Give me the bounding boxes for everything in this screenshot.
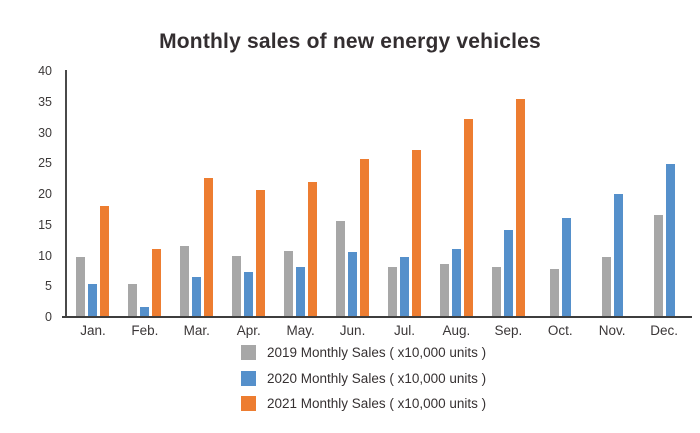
legend-item-2019: 2019 Monthly Sales ( x10,000 units ) xyxy=(241,345,486,361)
y-tick-label: 40 xyxy=(38,63,52,78)
bar-2020-jul xyxy=(399,256,409,317)
bar-2019-feb xyxy=(128,284,138,317)
bar-group-feb xyxy=(119,71,171,317)
x-tick-label: Jan. xyxy=(80,323,106,338)
bar-2021-mar xyxy=(204,178,214,317)
x-tick-label: Jul. xyxy=(393,323,415,338)
y-tick-label: 25 xyxy=(38,156,52,170)
bar-2020-jan xyxy=(88,284,98,317)
bar-2021-feb xyxy=(152,249,162,317)
x-tick-label: Jun. xyxy=(339,323,366,338)
legend-swatch-2020 xyxy=(241,370,256,386)
bar-2020-may xyxy=(296,266,306,317)
y-axis-labels: 0 5 10 15 20 25 30 35 40 xyxy=(0,65,58,323)
bar-2019-oct xyxy=(549,269,559,317)
y-tick-label: 35 xyxy=(38,94,52,109)
bar-2020-mar xyxy=(192,277,202,317)
x-axis-labels: Jan. Feb. Mar. Apr. May. Jun. Jul. Aug. Sep. Oct.… xyxy=(67,323,690,338)
bar-2020-nov xyxy=(613,194,623,317)
bar-2021-sep xyxy=(515,99,525,317)
y-axis-line xyxy=(65,70,67,318)
bar-group-sep xyxy=(482,71,534,317)
y-tick-label: 30 xyxy=(38,125,52,140)
bar-2021-may xyxy=(308,182,318,317)
legend-item-2021: 2021 Monthly Sales ( x10,000 units ) xyxy=(241,396,486,412)
bar-group-aug xyxy=(430,71,482,317)
bar-2021-jan xyxy=(100,206,110,317)
bar-2019-sep xyxy=(491,266,501,317)
bar-group-jan xyxy=(67,71,119,317)
bar-2020-jun xyxy=(348,252,358,317)
plot-area xyxy=(67,71,690,317)
bar-2019-apr xyxy=(232,255,242,317)
bar-2020-dec xyxy=(665,163,675,317)
x-tick-label: Dec. xyxy=(650,323,678,338)
bar-2019-mar xyxy=(180,246,190,317)
bar-2021-jul xyxy=(411,149,421,317)
bar-group-mar xyxy=(171,71,223,317)
bar-2021-apr xyxy=(256,189,266,317)
bar-2021-jun xyxy=(360,158,370,317)
x-tick-label: May. xyxy=(286,323,315,338)
bar-group-dec xyxy=(638,71,690,317)
bar-2020-oct xyxy=(561,218,571,317)
x-tick-label: Mar. xyxy=(183,323,210,338)
bar-2019-jul xyxy=(387,266,397,317)
x-tick-label: Apr. xyxy=(236,323,261,338)
legend-label-2020: 2020 Monthly Sales ( x10,000 units ) xyxy=(267,370,487,386)
bar-group-jun xyxy=(327,71,379,317)
x-tick-label: Aug. xyxy=(442,323,471,338)
bar-group-apr xyxy=(223,71,275,317)
bar-2019-aug xyxy=(439,263,449,317)
bars-container xyxy=(67,71,690,317)
bar-2019-dec xyxy=(653,214,663,317)
x-axis-line xyxy=(62,316,692,318)
y-tick-label: 15 xyxy=(38,217,52,232)
bar-2020-apr xyxy=(244,271,254,317)
bar-2019-jun xyxy=(336,221,346,317)
y-tick-label: 20 xyxy=(38,186,52,201)
bar-2019-nov xyxy=(601,257,611,317)
bar-2019-jan xyxy=(76,256,86,317)
bar-2020-sep xyxy=(503,229,513,317)
x-tick-label: Oct. xyxy=(547,323,573,338)
bar-2020-aug xyxy=(451,249,461,317)
chart-title: Monthly sales of new energy vehicles xyxy=(159,30,541,53)
legend-swatch-2021 xyxy=(241,396,256,412)
bar-group-oct xyxy=(534,71,586,317)
legend-label-2021: 2021 Monthly Sales ( x10,000 units ) xyxy=(267,396,487,412)
x-tick-label: Nov. xyxy=(598,323,626,338)
bar-group-nov xyxy=(586,71,638,317)
bar-2021-aug xyxy=(463,118,473,317)
legend-item-2020: 2020 Monthly Sales ( x10,000 units ) xyxy=(241,370,487,387)
legend-label-2019: 2019 Monthly Sales ( x10,000 units ) xyxy=(267,345,487,361)
bar-group-jul xyxy=(379,71,431,317)
x-tick-label: Sep. xyxy=(494,323,523,338)
x-tick-label: Feb. xyxy=(131,323,159,338)
bar-2019-may xyxy=(284,250,294,317)
legend: 2019 Monthly Sales ( x10,000 units ) 2020… xyxy=(241,345,486,412)
y-tick-label: 10 xyxy=(38,248,52,263)
legend-swatch-2019 xyxy=(241,345,256,361)
bar-group-may xyxy=(275,71,327,317)
bar-2020-feb xyxy=(140,307,150,317)
y-tick-label: 0 xyxy=(45,309,52,324)
y-tick-label: 5 xyxy=(45,279,52,293)
